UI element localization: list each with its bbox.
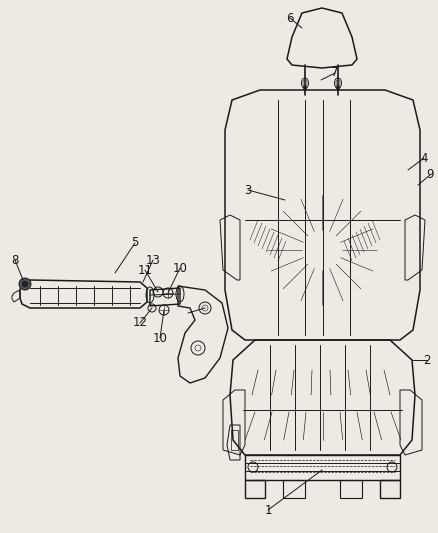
Text: 11: 11 [138,263,152,277]
Text: 3: 3 [244,183,252,197]
Text: 1: 1 [264,504,272,516]
Text: 9: 9 [426,168,434,182]
Circle shape [22,281,28,287]
Text: 5: 5 [131,237,139,249]
Text: 12: 12 [133,317,148,329]
Text: 4: 4 [420,151,428,165]
Text: 7: 7 [331,67,339,79]
Text: 13: 13 [145,254,160,266]
Circle shape [19,278,31,290]
Text: 10: 10 [152,332,167,344]
Text: 6: 6 [286,12,294,25]
Text: 10: 10 [173,262,187,274]
Text: 8: 8 [11,254,19,266]
Text: 2: 2 [423,353,431,367]
